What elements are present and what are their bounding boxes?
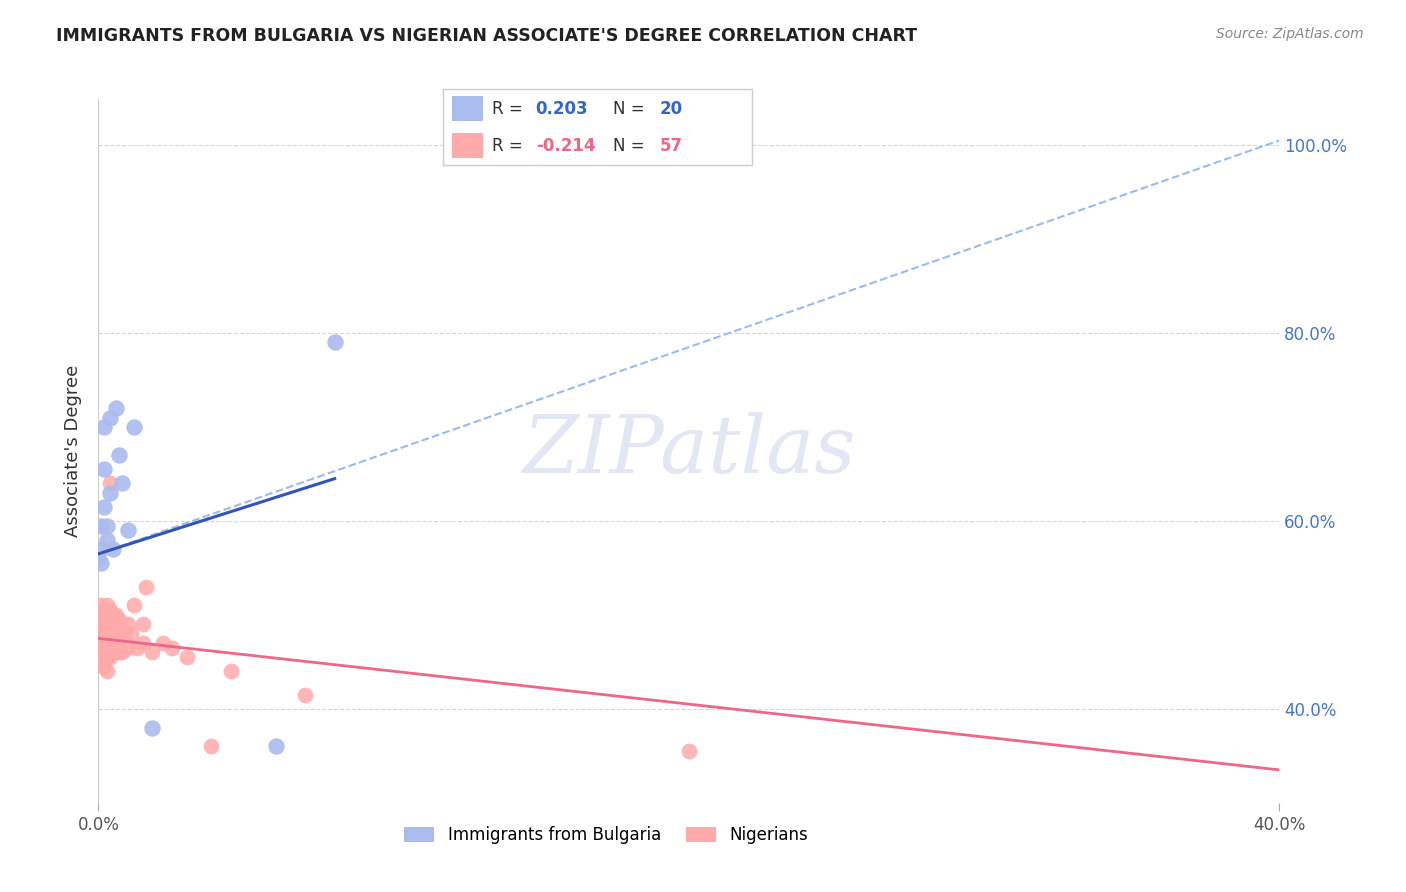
Text: 20: 20 xyxy=(659,100,682,118)
Point xyxy=(98,650,121,665)
Text: 57: 57 xyxy=(659,136,682,154)
Point xyxy=(93,640,115,655)
Point xyxy=(111,476,134,491)
Point xyxy=(117,524,139,538)
Point xyxy=(111,645,134,659)
Point xyxy=(90,518,112,533)
Point xyxy=(90,613,112,627)
Point xyxy=(103,542,125,557)
Point xyxy=(93,626,115,640)
Point xyxy=(96,650,118,665)
Point xyxy=(108,448,131,462)
Point xyxy=(111,622,134,636)
Text: IMMIGRANTS FROM BULGARIA VS NIGERIAN ASSOCIATE'S DEGREE CORRELATION CHART: IMMIGRANTS FROM BULGARIA VS NIGERIAN ASS… xyxy=(56,27,917,45)
Point xyxy=(90,655,112,669)
Point xyxy=(96,518,118,533)
Point xyxy=(87,626,110,640)
Y-axis label: Associate's Degree: Associate's Degree xyxy=(65,364,83,537)
Point xyxy=(132,636,155,650)
Point xyxy=(98,485,121,500)
Point xyxy=(87,617,110,632)
Point xyxy=(98,603,121,617)
Point xyxy=(87,551,110,566)
Point xyxy=(96,599,118,613)
Point xyxy=(90,636,112,650)
Point xyxy=(162,640,183,655)
Point xyxy=(122,420,145,434)
Text: N =: N = xyxy=(613,100,650,118)
Point xyxy=(176,650,198,665)
Point xyxy=(117,617,139,632)
Point xyxy=(678,744,700,758)
Point xyxy=(90,599,112,613)
Point xyxy=(98,476,121,491)
Point xyxy=(135,580,157,594)
Point xyxy=(105,645,128,659)
Text: Source: ZipAtlas.com: Source: ZipAtlas.com xyxy=(1216,27,1364,41)
Point xyxy=(114,626,136,640)
Point xyxy=(90,622,112,636)
Legend: Immigrants from Bulgaria, Nigerians: Immigrants from Bulgaria, Nigerians xyxy=(398,820,814,851)
Point xyxy=(264,739,287,754)
Point xyxy=(93,613,115,627)
Point xyxy=(105,607,128,622)
Point xyxy=(93,462,115,476)
Point xyxy=(141,721,163,735)
Point xyxy=(96,607,118,622)
Point xyxy=(93,659,115,673)
Point xyxy=(141,645,163,659)
Point xyxy=(93,500,115,514)
Text: ZIPatlas: ZIPatlas xyxy=(522,412,856,489)
Point xyxy=(98,410,121,425)
Text: N =: N = xyxy=(613,136,650,154)
Point xyxy=(103,617,125,632)
Point xyxy=(93,420,115,434)
Point xyxy=(132,617,155,632)
Point xyxy=(90,556,112,570)
Point xyxy=(103,632,125,646)
Point xyxy=(93,603,115,617)
Point xyxy=(96,636,118,650)
Point xyxy=(108,613,131,627)
Point xyxy=(152,636,174,650)
Text: R =: R = xyxy=(492,100,529,118)
Point xyxy=(96,665,118,679)
Point xyxy=(96,533,118,547)
Bar xyxy=(453,96,484,121)
Text: -0.214: -0.214 xyxy=(536,136,595,154)
Point xyxy=(125,640,148,655)
Bar xyxy=(453,133,484,158)
Point xyxy=(96,617,118,632)
Point xyxy=(103,645,125,659)
Point xyxy=(294,688,316,702)
Point xyxy=(90,542,112,557)
Text: R =: R = xyxy=(492,136,529,154)
Point xyxy=(98,613,121,627)
Point xyxy=(105,632,128,646)
Point xyxy=(93,617,115,632)
Point xyxy=(200,739,222,754)
Point xyxy=(323,335,346,350)
Point xyxy=(122,599,145,613)
Point xyxy=(103,607,125,622)
Point xyxy=(98,636,121,650)
Point xyxy=(108,632,131,646)
Point xyxy=(105,401,128,416)
Point xyxy=(105,617,128,632)
Text: 0.203: 0.203 xyxy=(536,100,588,118)
Point xyxy=(117,640,139,655)
Point xyxy=(90,645,112,659)
Point xyxy=(90,603,112,617)
Point xyxy=(108,645,131,659)
Point xyxy=(93,650,115,665)
Point xyxy=(120,626,142,640)
Point xyxy=(221,665,243,679)
